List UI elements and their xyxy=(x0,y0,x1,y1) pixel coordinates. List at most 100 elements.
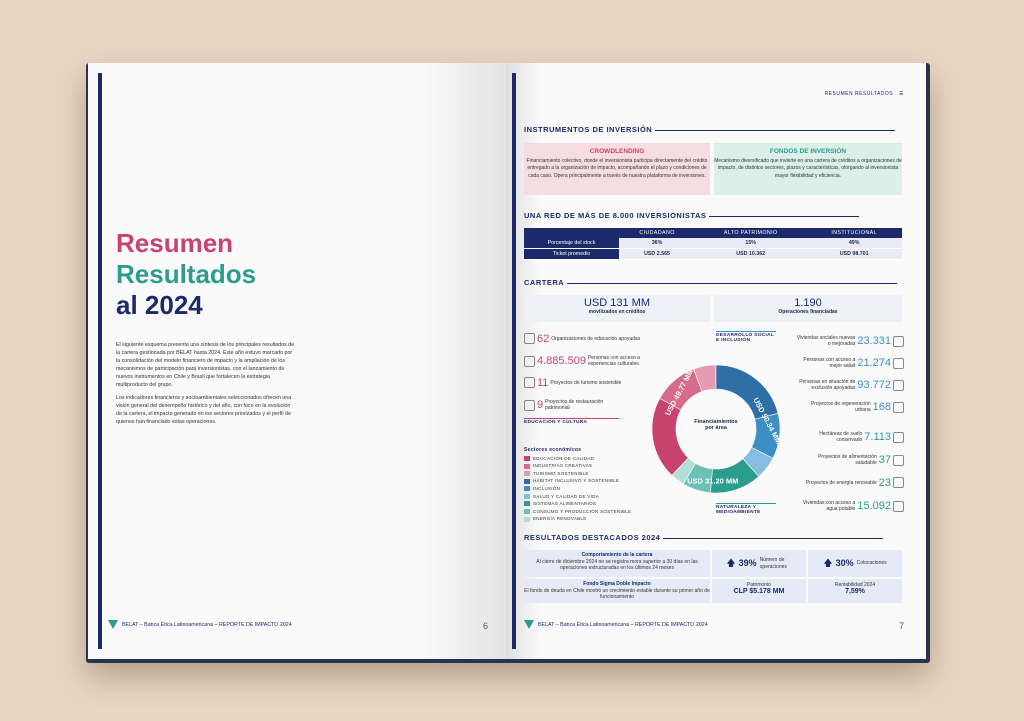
tourism-icon xyxy=(524,377,535,388)
row-label: Porcentaje del stock xyxy=(524,238,619,249)
divider xyxy=(709,215,860,217)
row-label: Ticket promedio xyxy=(524,248,619,260)
legend-item: ENERGÍA RENOVABLE xyxy=(524,515,631,523)
area-tag-social: DESARROLLO SOCIAL E INCLUSIÓN xyxy=(716,331,776,343)
metric-value: 7.113 xyxy=(864,431,891,443)
footer: BELAT – Banca Ética Latinoamericana – RE… xyxy=(108,620,292,629)
metric-value: 168 xyxy=(872,401,891,413)
legend-swatch xyxy=(524,516,530,522)
fondos-card: FONDOS DE INVERSIÓN Mecanismo diversific… xyxy=(714,143,902,195)
legend-swatch xyxy=(524,501,530,507)
investors-table: CIUDADANO ALTO PATRIMONIO INSTITUCIONAL Po… xyxy=(524,228,902,260)
table-header-blank xyxy=(524,228,619,238)
metric-row: Personas con acceso a mejor salud 21.274 xyxy=(793,357,904,369)
result-equity: Patrimonio CLP $5.178 MM xyxy=(712,579,806,603)
metric-value: 23.331 xyxy=(857,335,891,347)
metric-label: Viviendas con acceso a agua potable xyxy=(802,500,856,512)
city-icon xyxy=(893,401,904,413)
section-title-text: CARTERA xyxy=(524,278,565,287)
result-value: 7,59% xyxy=(845,587,865,595)
metric-row: Personas en situación de exclusión apoya… xyxy=(793,379,904,391)
page-edge-bar xyxy=(512,73,516,649)
arrow-up-icon: 🡅 xyxy=(726,558,736,569)
title-line-1: Resumen xyxy=(116,228,234,258)
metric-row: Viviendas con acceso a agua potable 15.09… xyxy=(793,500,904,512)
section-title: INSTRUMENTOS DE INVERSIÓN xyxy=(524,125,896,134)
legend-swatch xyxy=(524,493,530,499)
tree-icon xyxy=(893,431,904,443)
legend-label: ENERGÍA RENOVABLE xyxy=(533,516,587,522)
result-portfolio: Comportamiento de la cartera Al cierre d… xyxy=(524,550,710,577)
title-line-3: al 2024 xyxy=(116,290,203,320)
kpi-label: movilizados en créditos xyxy=(588,309,646,315)
running-header: RESUMEN RESULTADOS ☰ xyxy=(825,91,904,97)
section-title-text: UNA RED DE MÁS DE 8.000 INVERSIONISTAS xyxy=(524,211,707,220)
metric-value: 21.274 xyxy=(857,357,891,369)
metric-row: Viviendas sociales nuevas o mejoradas 23.… xyxy=(793,335,904,347)
sector-legend: Sectores económicos EDUCACIÓN DE CALIDAD… xyxy=(524,447,631,523)
header-text: RESUMEN RESULTADOS xyxy=(824,91,894,97)
food-icon xyxy=(893,454,904,466)
section-title-text: RESULTADOS DESTACADOS 2024 xyxy=(524,533,661,542)
metric-value: 11 xyxy=(537,376,549,389)
legend-swatch xyxy=(524,463,530,469)
metric-row: 11 Proyectos de turismo sostenible xyxy=(524,377,621,388)
divider xyxy=(655,129,896,131)
legend-item: EDUCACIÓN DE CALIDAD xyxy=(524,455,631,463)
table-cell: 36% xyxy=(619,238,696,249)
card-text: Mecanismo diversificado que invierte en … xyxy=(714,157,902,179)
metric-row: Proyectos de alimentación saludable 37 xyxy=(815,454,904,466)
intro-paragraph: El siguiente esquema presenta una síntes… xyxy=(116,342,295,388)
footer: BELAT – Banca Ética Latinoamericana – RE… xyxy=(524,620,708,629)
title-line-2: Resultados xyxy=(116,259,257,289)
legend-item: SISTEMAS ALIMENTARIOS xyxy=(524,500,631,508)
legend-item: TURISMO SOSTENIBLE xyxy=(524,470,631,478)
menu-icon: ☰ xyxy=(899,91,904,97)
table-cell: 15% xyxy=(695,238,807,249)
result-return: Rentabilidad 2024 7,59% xyxy=(808,579,902,603)
result-label: Número de operaciones xyxy=(759,557,787,570)
footer-text: BELAT – Banca Ética Latinoamericana – RE… xyxy=(122,621,292,628)
legend-label: INDUSTRIAS CREATIVAS xyxy=(533,463,593,469)
card-title: FONDOS DE INVERSIÓN xyxy=(769,148,847,155)
result-placements: 🡅 30% Colocaciones xyxy=(808,550,902,577)
legend-label: TURISMO SOSTENIBLE xyxy=(533,470,589,476)
intro-paragraph: Los indicadores financieros y socioambie… xyxy=(116,395,292,425)
metric-value: 9 xyxy=(537,399,544,411)
card-title: CROWDLENDING xyxy=(589,148,645,155)
metric-label: Personas con acceso a mejor salud xyxy=(803,357,856,369)
legend-label: SALUD Y CALIDAD DE VIDA xyxy=(533,493,600,499)
belat-logo-icon xyxy=(524,620,534,629)
table-row: Porcentaje del stock 36% 15% 49% xyxy=(524,238,902,249)
result-operations: 🡅 39% Número de operaciones xyxy=(712,550,806,577)
people-icon xyxy=(893,379,904,391)
table-header: ALTO PATRIMONIO xyxy=(695,228,807,238)
result-title: Comportamiento de la cartera xyxy=(581,552,653,558)
section-title: CARTERA xyxy=(524,278,898,287)
health-icon xyxy=(893,357,904,369)
divider xyxy=(567,282,898,284)
metric-value: 62 xyxy=(537,332,550,345)
area-tag-nature: NATURALEZA Y MEDIOAMBIENTE xyxy=(716,503,776,515)
kpi-mobilized: USD 131 MM movilizados en créditos xyxy=(524,295,710,322)
table-cell: USD 2.565 xyxy=(619,248,696,260)
legend-list: EDUCACIÓN DE CALIDAD INDUSTRIAS CREATIVAS… xyxy=(524,455,631,523)
intro-text: El siguiente esquema presenta una síntes… xyxy=(116,341,296,431)
house-icon xyxy=(893,335,904,347)
metric-row: 9 Proyectos de restauración patrimonial xyxy=(524,399,605,411)
metric-row: Hectáreas de suelo conservado 7.113 xyxy=(800,431,904,443)
result-title: Fondo Sigma Doble Impacto xyxy=(583,581,651,587)
kpi-value: 1.190 xyxy=(794,297,822,309)
area-tag-education: EDUCACIÓN Y CULTURA xyxy=(524,418,619,425)
kpi-operations: 1.190 Operaciones financiadas xyxy=(714,295,902,322)
right-page: RESUMEN RESULTADOS ☰ INSTRUMENTOS DE INV… xyxy=(506,63,926,659)
metric-label: Proyectos de alimentación saludable xyxy=(818,454,877,466)
donut-segment xyxy=(671,457,696,485)
metric-row: 62 Organizaciones de educación apoyadas xyxy=(524,333,640,344)
metric-label: Personas con acceso a experiencias cultu… xyxy=(587,355,640,367)
legend-swatch xyxy=(524,478,530,484)
table-header-row: CIUDADANO ALTO PATRIMONIO INSTITUCIONAL xyxy=(524,228,902,238)
crowdlending-card: CROWDLENDING Financiamiento colectivo, d… xyxy=(524,143,710,195)
metric-label: Organizaciones de educación apoyadas xyxy=(551,335,641,342)
result-label: Patrimonio xyxy=(747,582,771,588)
